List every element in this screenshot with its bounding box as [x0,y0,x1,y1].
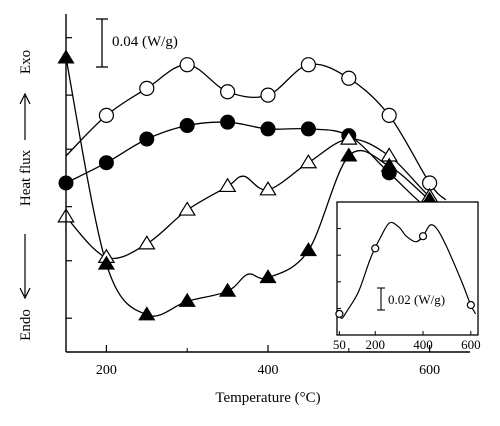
series-filled-triangle-point-250 [138,306,156,321]
series-filled-circle-point-250 [139,131,155,147]
inset-series-point-400 [418,232,428,241]
inset-x-tick-label-400: 400 [413,337,433,352]
series-open-triangle-point-250 [138,235,156,250]
series-open-circle-point-500 [341,70,357,86]
series-open-circle-point-550 [381,107,397,124]
series-filled-circle-point-350 [220,114,236,130]
series-filled-circle-point-400 [260,121,276,137]
y-axis-label: Heat flux [18,149,34,206]
inset-series-point-50 [335,309,344,318]
x-tick-label-200: 200 [96,363,117,378]
inset-x-tick-label-200: 200 [365,337,385,352]
exo-label: Exo [18,50,34,74]
series-filled-triangle-point-400 [259,269,277,284]
x-axis-label: Temperature (°C) [215,390,320,406]
series-open-circle-point-450 [300,57,316,73]
series-open-circle-point-350 [220,84,236,100]
series-open-circle-point-400 [260,87,276,103]
inset-series-point-200 [371,244,380,253]
x-tick-label-600: 600 [419,363,440,378]
series-open-triangle-point-300 [178,201,196,216]
series-filled-triangle-point-300 [178,292,196,307]
series-open-circle-point-300 [179,57,195,73]
inset-frame [336,201,479,336]
series-open-circle-point-200 [98,107,115,124]
x-tick-label-400: 400 [258,363,279,378]
series-open-circle-point-250 [139,80,155,96]
series-open-triangle-point-350 [218,177,237,193]
inset-chart: 50 200 400 600 0.02 (W/g) [333,201,481,352]
inset-scale-bar-label: 0.02 (W/g) [388,292,445,307]
series-filled-circle-point-300 [179,118,195,134]
inset-x-tick-label-600: 600 [461,337,481,352]
series-open-triangle-point-450 [299,154,318,169]
endo-label: Endo [18,309,34,341]
series-filled-triangle-point-450 [299,242,317,257]
exo-arrow-head [19,92,31,105]
series-filled-triangle-point-350 [219,282,237,297]
inset-series-point-600 [466,300,475,310]
inset-x-tick-label-50: 50 [333,337,346,352]
series-filled-circle-point-450 [300,121,316,137]
series-filled-triangle-point-200 [97,255,115,270]
series-filled-circle-point-200 [98,155,114,171]
series-filled-triangle-point-500 [340,147,358,162]
endo-arrow-head [19,287,31,300]
scale-bar-label: 0.04 (W/g) [112,34,178,50]
series-layer [57,49,455,321]
series-open-triangle-point-400 [259,181,277,196]
inset-series-line [338,221,477,319]
series-open-triangle-point-500 [340,130,358,145]
series-filled-triangle-point-550 [380,157,398,172]
